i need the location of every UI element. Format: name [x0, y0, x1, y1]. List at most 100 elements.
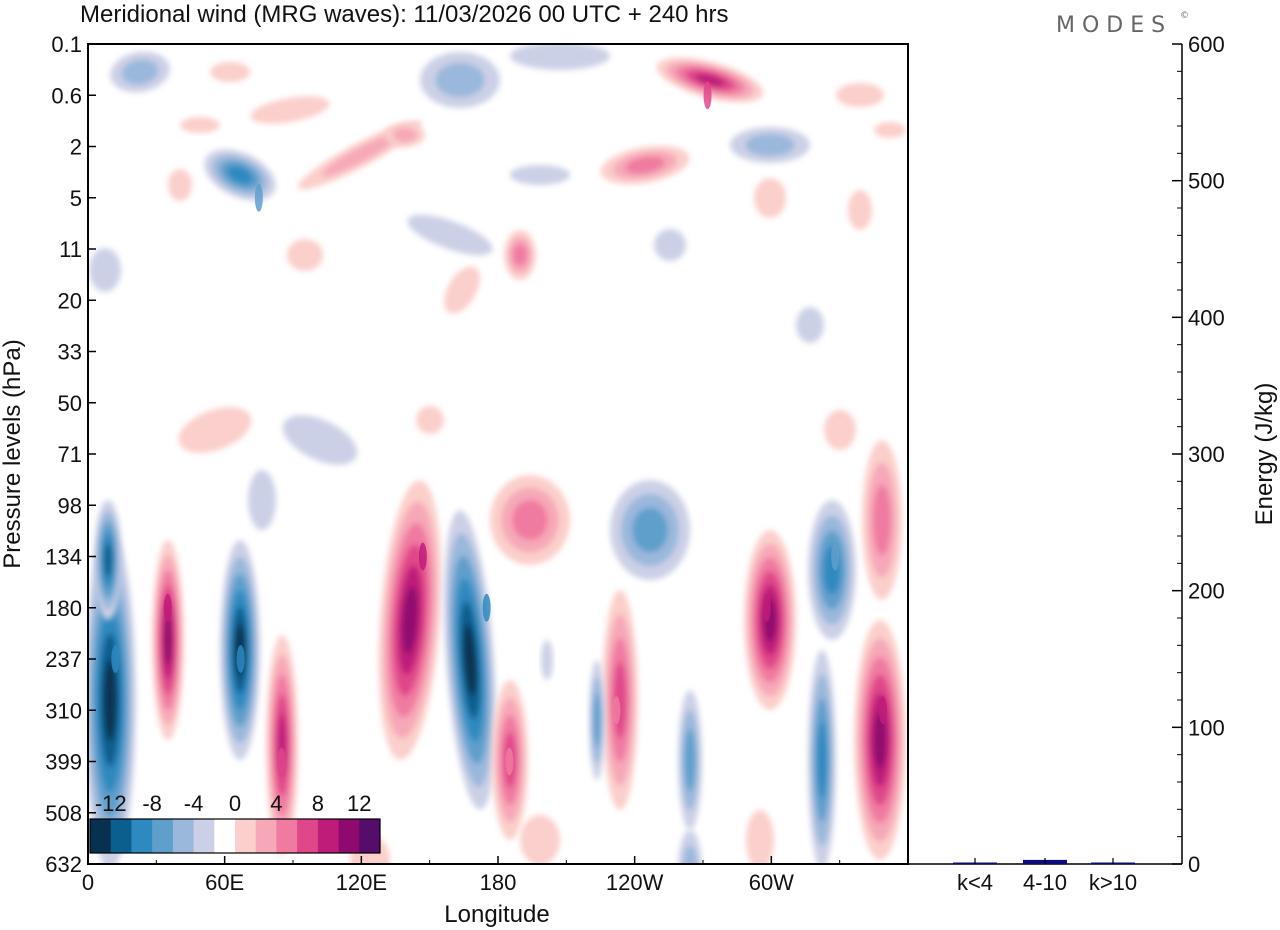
- longitude-axis: 0 60E 120E 180 120W 60W: [82, 856, 841, 895]
- modes-logo: MODES: [1056, 13, 1172, 38]
- colorbar-swatch: [131, 819, 153, 853]
- contour-feature: [443, 510, 497, 810]
- colorbar-legend: -12 -8 -4 0 4 8 12: [89, 791, 381, 854]
- contour-feature: [250, 96, 330, 124]
- colorbar-label: -8: [142, 791, 162, 816]
- energy-axis: 0 100 200 300 400 500 600: [1172, 32, 1225, 877]
- contour-level: [682, 845, 698, 864]
- x-tick-label: 0: [82, 870, 94, 895]
- feature-peak: [831, 542, 840, 571]
- contour-feature: [152, 540, 184, 740]
- contour-feature: [541, 640, 553, 680]
- colorbar-label: 4: [270, 791, 282, 816]
- energy-tick-label: 600: [1188, 32, 1225, 57]
- contour-feature: [610, 480, 690, 580]
- colorbar-swatch: [338, 819, 360, 853]
- contour-feature: [730, 127, 810, 163]
- colorbar-label: 12: [347, 791, 371, 816]
- colorbar-swatch: [359, 819, 381, 853]
- feature-peak: [482, 593, 491, 622]
- contour-level: [541, 640, 553, 680]
- contour-level: [510, 165, 570, 185]
- energy-category-label: k<4: [957, 870, 993, 895]
- feature-peak: [277, 747, 286, 776]
- contour-level: [463, 623, 477, 697]
- copyright-mark: ©: [1180, 11, 1189, 21]
- energy-tick-label: 400: [1188, 305, 1225, 330]
- contour-level: [250, 96, 330, 124]
- contour-level: [248, 470, 276, 530]
- pressure-axis: 0.1 0.6 2 5 11 20 33 50 71 98 134 180 237 310 399 508 63…: [45, 32, 96, 877]
- heatmap-panel: [87, 43, 909, 865]
- x-tick-label: 120E: [336, 870, 387, 895]
- chart-title: Meridional wind (MRG waves): 11/03/2026 …: [80, 1, 729, 28]
- contour-level: [873, 484, 891, 556]
- y-tick-label: 71: [58, 442, 82, 467]
- contour-feature: [589, 660, 605, 780]
- contour-feature: [654, 229, 686, 261]
- colorbar-label: 0: [229, 791, 241, 816]
- energy-tick-label: 500: [1188, 169, 1225, 194]
- contour-feature: [266, 635, 298, 855]
- contour-feature: [854, 620, 906, 860]
- contour-level: [89, 248, 121, 292]
- contour-feature: [836, 83, 884, 107]
- feature-peak: [111, 645, 120, 673]
- contour-feature: [407, 214, 493, 256]
- contour-level: [796, 307, 824, 343]
- y-tick-label: 632: [45, 852, 82, 877]
- contour-level: [873, 710, 887, 770]
- contour-feature: [210, 62, 250, 82]
- contour-feature: [744, 530, 796, 710]
- contour-feature: [848, 190, 872, 230]
- energy-tick-label: 100: [1188, 715, 1225, 740]
- contour-feature: [874, 122, 906, 138]
- contour-feature: [248, 470, 276, 530]
- energy-tick-label: 300: [1188, 442, 1225, 467]
- contour-feature: [282, 415, 358, 465]
- contour-feature: [602, 590, 638, 810]
- contour-level: [180, 117, 220, 133]
- contour-level: [444, 266, 480, 314]
- contour-feature: [88, 530, 136, 864]
- contour-feature: [520, 815, 560, 864]
- y-tick-label: 2: [70, 135, 82, 160]
- contour-feature: [504, 230, 536, 280]
- contour-level: [678, 830, 702, 864]
- x-tick-label: 180: [480, 870, 517, 895]
- contour-feature: [656, 57, 764, 103]
- contour-level: [848, 190, 872, 230]
- contour-feature: [808, 500, 856, 640]
- y-tick-label: 0.6: [51, 83, 82, 108]
- y-tick-label: 11: [59, 237, 82, 262]
- contour-level: [227, 166, 253, 184]
- y-tick-label: 508: [45, 801, 82, 826]
- contour-level: [178, 407, 252, 453]
- feature-peak: [878, 696, 887, 725]
- contour-feature: [678, 690, 702, 830]
- y-tick-label: 399: [45, 750, 82, 775]
- contour-level: [654, 229, 686, 261]
- contour-feature: [510, 44, 610, 70]
- contour-level: [510, 44, 610, 70]
- contour-level: [121, 59, 159, 85]
- contour-level: [694, 73, 726, 87]
- x-tick-label: 60W: [749, 870, 794, 895]
- contour-level: [402, 586, 418, 654]
- contour-level: [746, 810, 774, 864]
- feature-peak: [505, 747, 514, 776]
- contour-feature: [94, 500, 122, 620]
- contour-level: [754, 178, 786, 218]
- contour-level: [512, 243, 528, 267]
- contour-level: [836, 83, 884, 107]
- contour-level: [874, 122, 906, 138]
- contour-feature: [416, 406, 444, 434]
- wind-contours: [88, 44, 906, 864]
- y-tick-label: 5: [70, 186, 82, 211]
- y-tick-label: 180: [45, 596, 82, 621]
- y-tick-label: 33: [58, 340, 82, 365]
- feature-peak: [163, 593, 172, 622]
- contour-level: [321, 133, 399, 177]
- contour-level: [593, 693, 601, 747]
- colorbar-swatch: [90, 819, 112, 853]
